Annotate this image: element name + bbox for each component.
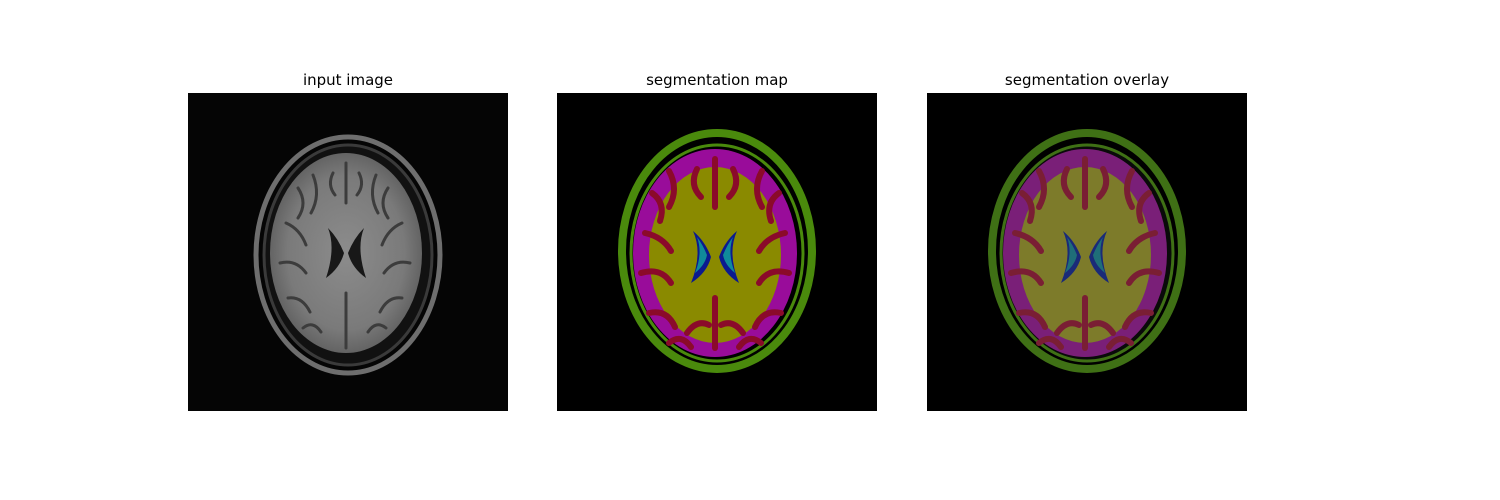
segmentation-map-image <box>557 93 877 411</box>
segmentation-overlay-image <box>927 93 1247 411</box>
mri-input-image <box>188 93 508 411</box>
panel-title-segmentation-overlay: segmentation overlay <box>1004 71 1170 89</box>
panel-title-input: input image <box>302 71 394 89</box>
panel-title-segmentation-map: segmentation map <box>646 71 788 89</box>
